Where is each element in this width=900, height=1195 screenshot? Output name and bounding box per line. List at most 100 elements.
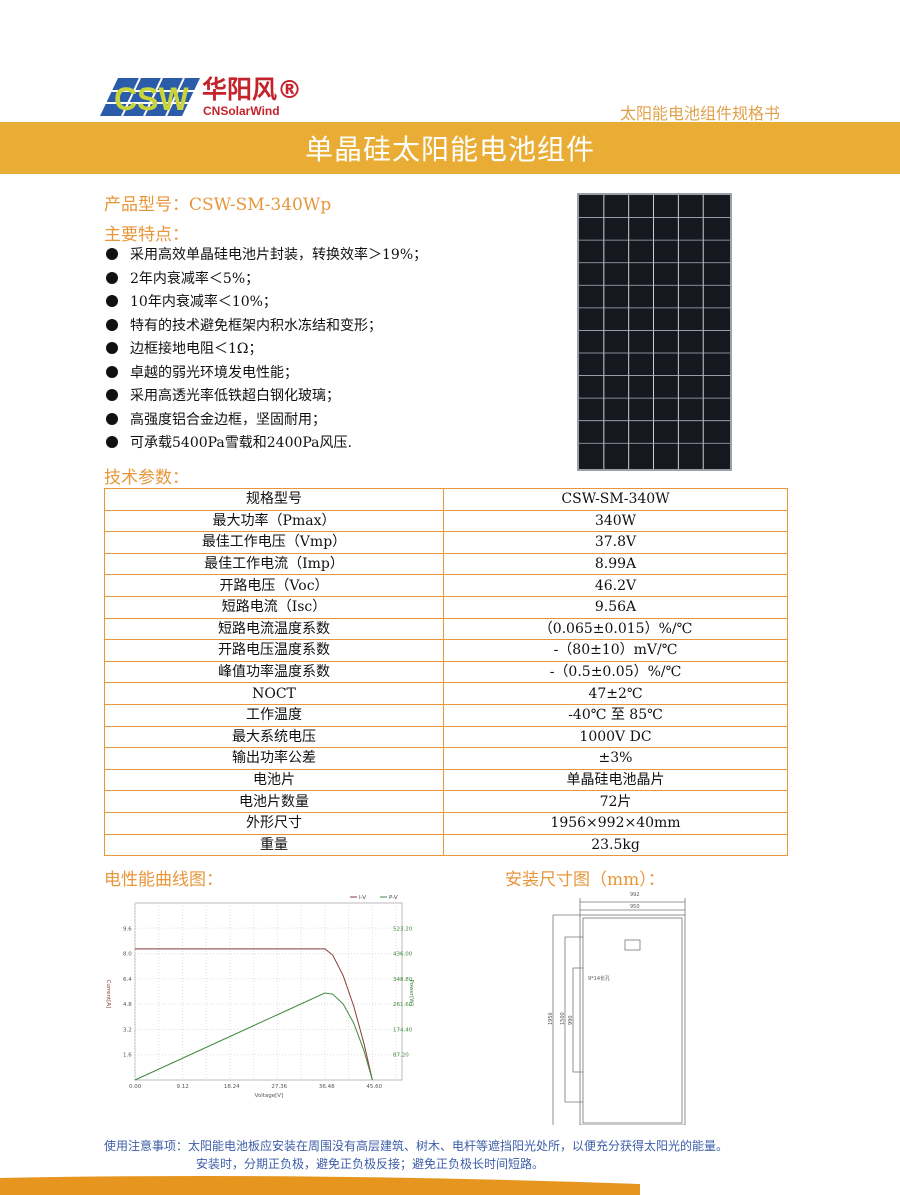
feature-text: 卓越的弱光环境发电性能； xyxy=(130,364,298,381)
spec-table: 规格型号 CSW-SM-340W 最大功率（Pmax） 340W 最佳工作电压（Vmp）… xyxy=(104,488,788,857)
spec-row: 最大系统电压 1000V DC xyxy=(104,725,788,749)
spec-row: 开路电压温度系数 -（80±10）mV/℃ xyxy=(104,639,788,662)
x-tick-label: 0.00 xyxy=(129,1084,142,1090)
x-tick-label: 36.48 xyxy=(319,1084,335,1090)
spec-row: NOCT 47±2℃ xyxy=(104,682,788,705)
y-axis-label: Current[A] xyxy=(105,980,111,1009)
spec-label: 开路电压温度系数 xyxy=(104,639,444,662)
logo: CSW xyxy=(100,78,200,116)
spec-value: 340W xyxy=(443,509,788,533)
y-tick-label: 9.6 xyxy=(123,926,132,932)
bullet-icon xyxy=(106,318,118,331)
feature-item: 采用高透光率低铁超白钢化玻璃； xyxy=(106,385,340,405)
bullet-icon xyxy=(106,248,118,260)
x-tick-label: 27.36 xyxy=(271,1084,287,1090)
feature-text: 2年内衰减率＜5%； xyxy=(130,270,260,287)
product-model: 产品型号：CSW-SM-340Wp xyxy=(104,195,332,215)
feature-text: 可承载5400Pa雪载和2400Pa风压. xyxy=(130,435,352,451)
spec-row: 规格型号 CSW-SM-340W xyxy=(104,488,788,511)
spec-label: 电池片数量 xyxy=(104,790,444,813)
dim-width-outer: 992 xyxy=(630,892,640,898)
x-axis-label: Voltage[V] xyxy=(255,1093,284,1099)
spec-label: 外形尺寸 xyxy=(104,811,444,835)
spec-row: 最大功率（Pmax） 340W xyxy=(104,509,788,533)
spec-label: 开路电压（Voc） xyxy=(104,574,444,597)
bullet-icon xyxy=(106,271,118,284)
bullet-icon xyxy=(106,342,118,354)
usage-notes: 使用注意事项：太阳能电池板应安装在周围没有高层建筑、树木、电杆等遮挡阳光处所，以… xyxy=(104,1137,728,1173)
y2-tick-label: 523.20 xyxy=(393,926,413,932)
feature-item: 边框接地电阻＜1Ω； xyxy=(106,338,263,358)
feature-text: 采用高效单晶硅电池片封装，转换效率＞19%； xyxy=(130,247,428,263)
spec-row: 电池片 单晶硅电池晶片 xyxy=(104,768,788,792)
spec-label: NOCT xyxy=(104,682,444,705)
bullet-icon xyxy=(106,389,118,401)
x-tick-label: 9.12 xyxy=(176,1084,188,1090)
dim-width-inner: 950 xyxy=(630,904,640,910)
spec-row: 输出功率公差 ±3% xyxy=(104,747,788,770)
notes-line-1: 使用注意事项：太阳能电池板应安装在周围没有高层建筑、树木、电杆等遮挡阳光处所，以… xyxy=(104,1139,729,1153)
y-tick-label: 3.2 xyxy=(123,1027,132,1033)
feature-item: 10年内衰减率＜10%； xyxy=(106,291,277,311)
y-tick-label: 1.6 xyxy=(123,1053,132,1059)
y2-tick-label: 87.20 xyxy=(393,1053,409,1059)
dim-mount2: 990 xyxy=(568,1015,574,1025)
spec-value: CSW-SM-340W xyxy=(443,488,788,511)
dim-mount1: 1500 xyxy=(560,1012,566,1025)
spec-value: 37.8V xyxy=(443,531,788,554)
spec-value: 9.56A xyxy=(443,595,788,619)
curve-heading: 电性能曲线图： xyxy=(104,870,223,890)
specs-heading: 技术参数： xyxy=(104,468,189,488)
footer-swoosh xyxy=(0,1176,640,1195)
spec-row: 开路电压（Voc） 46.2V xyxy=(104,574,788,597)
logo-cn: 华阳风® xyxy=(202,75,303,104)
spec-label: 电池片 xyxy=(104,768,444,792)
spec-label: 短路电流温度系数 xyxy=(104,617,444,641)
legend-label: P-V xyxy=(389,895,398,901)
bullet-icon xyxy=(106,295,118,307)
y2-axis-label: Power[W] xyxy=(408,980,414,1006)
spec-value: 46.2V xyxy=(443,574,788,597)
x-tick-label: 45.60 xyxy=(366,1084,382,1090)
spec-label: 重量 xyxy=(104,833,444,857)
spec-value: ±3% xyxy=(443,747,788,770)
logo-en: CNSolarWind xyxy=(203,104,280,118)
spec-value: （0.065±0.015）%/℃ xyxy=(443,617,788,641)
feature-item: 卓越的弱光环境发电性能； xyxy=(106,362,298,382)
svg-text:CSW: CSW xyxy=(114,81,189,116)
spec-row: 重量 23.5kg xyxy=(104,833,788,857)
spec-value: -（80±10）mV/℃ xyxy=(443,639,788,662)
feature-text: 采用高透光率低铁超白钢化玻璃； xyxy=(130,388,340,404)
dim-height: 1956 xyxy=(548,1012,554,1025)
bullet-icon xyxy=(106,412,118,425)
page-title: 单晶硅太阳能电池组件 xyxy=(304,133,595,166)
spec-row: 工作温度 -40℃ 至 85℃ xyxy=(104,703,788,727)
feature-text: 10年内衰减率＜10%； xyxy=(130,294,277,310)
plot-area xyxy=(134,902,403,1081)
spec-label: 工作温度 xyxy=(104,703,444,727)
spec-value: 72片 xyxy=(443,790,788,813)
y2-tick-label: 348.80 xyxy=(393,977,413,983)
spec-value: 23.5kg xyxy=(443,833,788,857)
spec-value: 47±2℃ xyxy=(443,682,788,705)
feature-text: 高强度铝合金边框，坚固耐用； xyxy=(130,411,326,428)
bullet-icon xyxy=(106,436,118,448)
feature-text: 边框接地电阻＜1Ω； xyxy=(130,341,263,357)
spec-row: 短路电流（Isc） 9.56A xyxy=(104,595,788,619)
dimension-drawing: 992 950 1956 1500 990 9*14长孔 xyxy=(548,892,686,1125)
spec-row: 最佳工作电流（Imp） 8.99A xyxy=(104,552,788,576)
spec-value: -40℃ 至 85℃ xyxy=(443,703,788,727)
y2-tick-label: 174.40 xyxy=(393,1027,413,1033)
feature-item: 高强度铝合金边框，坚固耐用； xyxy=(106,409,326,429)
spec-value: 8.99A xyxy=(443,552,788,576)
spec-value: -（0.5±0.05）%/℃ xyxy=(443,660,788,684)
solar-panel-image xyxy=(577,193,732,471)
spec-label: 峰值功率温度系数 xyxy=(104,660,444,684)
dimension-heading: 安装尺寸图（mm）： xyxy=(505,870,665,890)
feature-text: 特有的技术避免框架内积水冻结和变形； xyxy=(130,317,382,334)
spec-row: 短路电流温度系数 （0.065±0.015）%/℃ xyxy=(104,617,788,641)
legend-label: I-V xyxy=(359,895,366,901)
y2-tick-label: 436.00 xyxy=(393,952,413,958)
spec-label: 最大功率（Pmax） xyxy=(104,509,444,533)
